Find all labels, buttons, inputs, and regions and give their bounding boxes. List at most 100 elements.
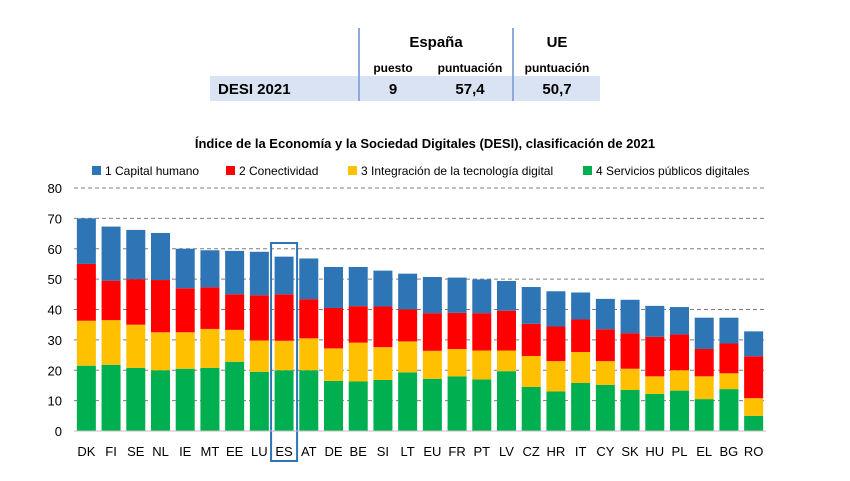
bar-segment: [175, 248, 195, 289]
x-tick-label: BG: [720, 444, 739, 459]
bar-segment: [719, 343, 739, 374]
bar-segment: [571, 383, 591, 431]
bar-segment: [324, 307, 343, 349]
bar-segment: [670, 334, 689, 371]
eu-score-label: puntuación: [524, 61, 590, 75]
legend-label: 4 Servicios públicos digitales: [596, 164, 749, 178]
y-tick-label: 60: [48, 242, 62, 257]
bar-segment: [694, 376, 714, 400]
bar-segment: [299, 258, 319, 300]
spain-rank: 9: [388, 81, 398, 98]
x-tick-label: FI: [105, 444, 117, 459]
x-tick-label: AT: [301, 444, 317, 459]
legend-label: 2 Conectividad: [239, 164, 318, 178]
bar-segment: [694, 317, 714, 349]
x-tick-label: CZ: [523, 444, 540, 459]
bar-segment: [398, 309, 418, 342]
legend-swatch: [348, 166, 357, 175]
x-tick-label: IE: [179, 444, 192, 459]
bar-segment: [126, 229, 146, 280]
bar-segment: [274, 370, 294, 431]
bar-segment: [76, 263, 96, 321]
bar-segment: [620, 368, 640, 390]
bar-segment: [348, 306, 368, 343]
chart-title: Índice de la Economía y la Sociedad Digi…: [194, 136, 656, 151]
bar-segment: [398, 372, 418, 431]
bar-segment: [126, 279, 146, 325]
bar-segment: [546, 291, 566, 327]
bar-segment: [324, 380, 343, 431]
bar-segment: [324, 348, 343, 381]
legend-swatch: [92, 166, 101, 175]
bar-segment: [299, 338, 319, 371]
y-tick-label: 80: [48, 181, 62, 196]
bar-segment: [447, 348, 467, 377]
x-tick-label: DE: [324, 444, 342, 459]
bar-segment: [348, 381, 368, 431]
bar-segment: [126, 367, 146, 431]
bar-segment: [299, 299, 319, 339]
y-tick-label: 20: [48, 363, 62, 378]
x-tick-label: LT: [401, 444, 415, 459]
bar-segment: [126, 324, 146, 368]
legend-swatch: [583, 166, 592, 175]
bar-segment: [249, 295, 269, 341]
bar-segment: [497, 280, 516, 311]
eu-score: 50,7: [542, 81, 572, 98]
bar-segment: [101, 280, 121, 321]
bar-segment: [620, 389, 640, 431]
bar-segment: [225, 361, 245, 431]
bar-segment: [101, 364, 121, 431]
x-tick-label: SI: [377, 444, 389, 459]
bar-segment: [422, 276, 442, 314]
table-divider: [358, 28, 360, 101]
bar-segment: [348, 342, 368, 382]
bar-segment: [472, 313, 492, 351]
bar-segment: [645, 376, 665, 394]
bar-segment: [670, 370, 689, 391]
bar-segment: [521, 386, 541, 431]
bar-segment: [620, 299, 640, 334]
bar-segment: [497, 350, 516, 372]
bar-segment: [645, 393, 665, 431]
y-tick-label: 30: [48, 333, 62, 348]
y-tick-label: 50: [48, 272, 62, 287]
bar-segment: [422, 313, 442, 351]
bar-segment: [571, 352, 591, 384]
y-tick-label: 40: [48, 303, 62, 318]
y-tick-label: 0: [55, 424, 62, 439]
bar-segment: [200, 287, 220, 329]
x-tick-label: HR: [547, 444, 566, 459]
bar-segment: [348, 266, 368, 307]
table-divider: [512, 28, 514, 101]
bar-segment: [274, 294, 294, 341]
bar-segment: [670, 390, 689, 431]
bar-segment: [151, 232, 170, 281]
bar-segment: [595, 329, 615, 362]
bar-segment: [151, 332, 170, 371]
bar-segment: [398, 341, 418, 373]
bar-segment: [719, 373, 739, 390]
spain-header: España: [409, 34, 463, 51]
x-tick-label: EU: [423, 444, 441, 459]
bar-segment: [398, 273, 418, 310]
x-tick-label: SE: [127, 444, 145, 459]
bar-segment: [422, 378, 442, 431]
bar-segment: [249, 340, 269, 372]
eu-header: UE: [546, 34, 568, 51]
bar-segment: [694, 348, 714, 377]
bar-segment: [373, 306, 393, 348]
bar-segment: [571, 319, 591, 353]
x-tick-label: ES: [275, 444, 293, 459]
y-tick-label: 70: [48, 211, 62, 226]
y-tick-label: 10: [48, 394, 62, 409]
rank-label: puesto: [373, 61, 413, 75]
x-tick-label: RO: [744, 444, 764, 459]
bar-segment: [719, 317, 739, 344]
bar-segment: [546, 326, 566, 362]
bar-segment: [324, 266, 343, 308]
bar-segment: [719, 389, 739, 431]
bar-segment: [620, 333, 640, 369]
bar-segment: [571, 292, 591, 320]
